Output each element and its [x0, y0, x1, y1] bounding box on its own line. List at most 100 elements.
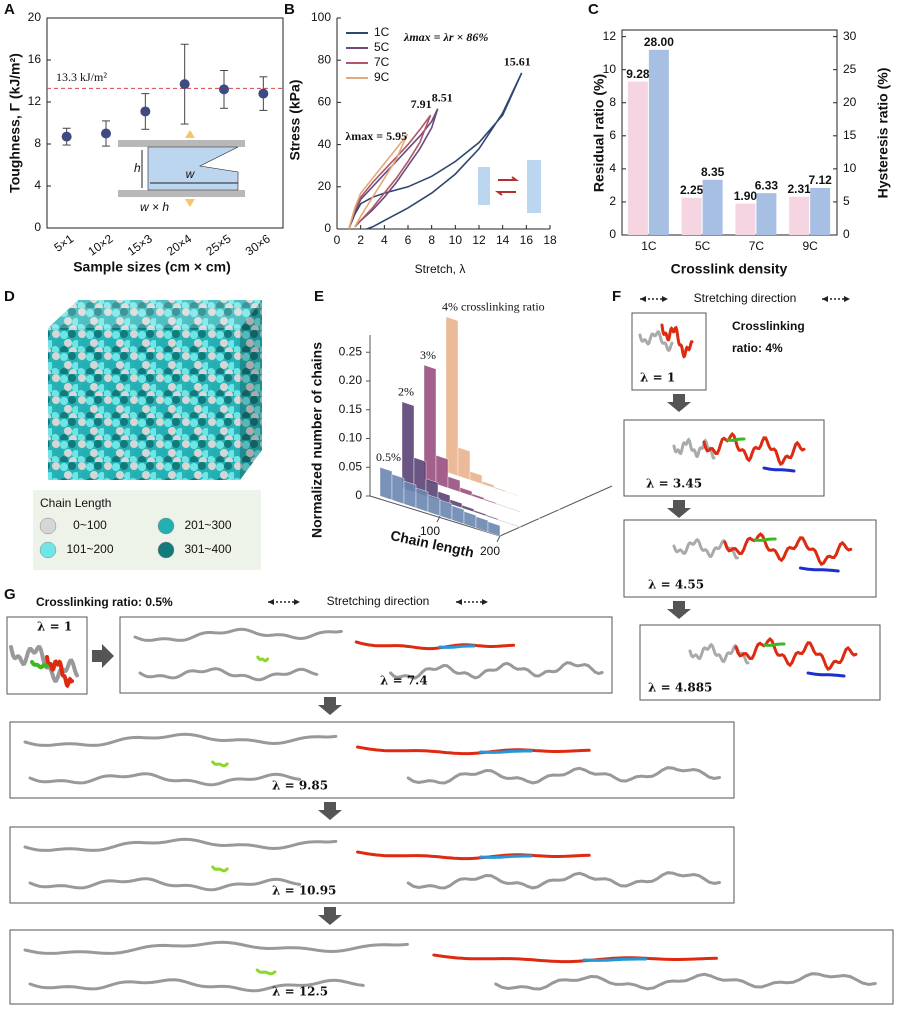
- step-arrow: [92, 644, 114, 668]
- polymer-chain: [438, 644, 476, 649]
- y-tick-label: 4: [609, 161, 616, 175]
- bar: [735, 203, 756, 235]
- x-tick-label: 1C: [641, 239, 657, 253]
- floor-line: [499, 485, 613, 537]
- y-tick-label: 16: [28, 52, 42, 66]
- series-label: 0.5%: [376, 450, 401, 464]
- hist-bar: [469, 471, 483, 485]
- hist-bar: [427, 494, 441, 517]
- x-tick-label: 15×3: [125, 231, 155, 258]
- cube-top-shade: [48, 300, 262, 328]
- annotation: λmax = λr × 86%: [403, 30, 488, 44]
- hist-bar: [435, 454, 449, 489]
- x-tick-label: 20×4: [164, 231, 194, 258]
- y-tick-label: 80: [318, 52, 332, 66]
- value-label: 1.90: [734, 189, 758, 203]
- step-arrow: [667, 500, 691, 518]
- inset-label: h: [134, 161, 141, 175]
- legend-title: Chain Length: [40, 496, 111, 510]
- stretch-label: λ = 9.85: [272, 779, 328, 793]
- y-tick-label: 40: [318, 137, 332, 151]
- legend-label: 101~200: [66, 542, 113, 556]
- inset-sample: [147, 146, 239, 191]
- legend-swatch: [39, 541, 57, 559]
- y2-tick-label: 25: [843, 62, 857, 76]
- polymer-chain: [753, 537, 777, 542]
- stretch-label: λ = 7.4: [380, 674, 428, 688]
- y-tick-label: 0: [355, 488, 362, 502]
- polymer-chain: [494, 972, 877, 991]
- hist-bar: [447, 476, 461, 493]
- cube-right-shade: [240, 300, 262, 480]
- legend-swatch: [157, 541, 175, 559]
- stretch-label: λ = 10.95: [272, 884, 336, 898]
- y-tick-label: 0: [609, 227, 616, 241]
- polymer-chain: [734, 637, 858, 672]
- crosslink-label: Crosslinking ratio: 0.5%: [36, 595, 173, 609]
- polymer-chain: [211, 760, 229, 768]
- y-tick-label: 6: [609, 128, 616, 142]
- polymer-chain: [28, 877, 302, 892]
- polymer-chain: [28, 772, 302, 787]
- inset-arrows: [495, 176, 519, 196]
- hist-bar: [439, 499, 453, 521]
- x-tick-label: 4: [381, 233, 388, 247]
- arrow-head: [822, 296, 850, 302]
- polymer-chain: [9, 645, 79, 683]
- value-label: 28.00: [644, 35, 674, 49]
- hist-bar: [475, 516, 489, 533]
- bar: [756, 193, 777, 235]
- value-label: 6.33: [755, 178, 779, 192]
- y-axis-label: Normalized number of chains: [309, 342, 325, 538]
- value-label: 2.31: [787, 182, 811, 196]
- bar: [627, 81, 648, 235]
- panel-label: A: [4, 1, 15, 18]
- polymer-chain: [638, 330, 674, 353]
- x-tick-label: 0: [334, 233, 341, 247]
- stress-curve: [348, 108, 439, 230]
- inset-plate: [118, 140, 245, 147]
- hist-bar: [379, 466, 393, 501]
- stretch-label: λ = 12.5: [272, 985, 328, 999]
- direction-label: Stretching direction: [327, 594, 430, 608]
- polymer-chain: [133, 627, 343, 642]
- polymer-chain: [763, 642, 786, 647]
- polymer-chain: [723, 532, 853, 566]
- y-axis-label: Toughness, Γ (kJ/m²): [7, 53, 23, 193]
- y2-tick-label: 15: [843, 128, 857, 142]
- peak-label: 15.61: [504, 55, 531, 69]
- polymer-chain: [356, 850, 591, 861]
- point: [219, 84, 229, 95]
- y-tick-label: 60: [318, 95, 332, 109]
- stretch-label: λ = 1: [37, 620, 72, 634]
- polymer-chain: [23, 837, 338, 852]
- hist-bar: [461, 504, 475, 513]
- bar: [648, 49, 669, 235]
- panel-label: F: [612, 288, 621, 305]
- polymer-chain: [23, 732, 338, 747]
- point: [140, 106, 151, 117]
- x-tick: [496, 535, 501, 543]
- x-tick: [436, 515, 441, 523]
- stretch-label: λ = 1: [640, 371, 675, 385]
- y-tick-label: 0: [34, 220, 41, 234]
- bar: [702, 179, 723, 235]
- hist-bar: [473, 509, 487, 517]
- arrow-head: [640, 296, 668, 302]
- legend-label: 1C: [374, 25, 390, 39]
- x-tick-label: 10: [449, 233, 463, 247]
- plot-frame: [46, 17, 284, 229]
- y-tick-label: 4: [34, 178, 41, 192]
- snapshot-frame: [9, 721, 735, 799]
- polymer-chain: [479, 854, 533, 859]
- step-arrow: [667, 601, 691, 619]
- y-tick-label: 20: [28, 10, 42, 24]
- polymer-chain: [211, 865, 229, 873]
- y-tick-label: 2: [609, 194, 616, 208]
- y-tick-label: 8: [34, 136, 41, 150]
- inset-arrow: [185, 130, 195, 207]
- step-arrow: [667, 394, 691, 412]
- cube-front: [48, 328, 240, 480]
- snapshot-frame: [9, 826, 735, 904]
- hist-bar: [541, 503, 555, 509]
